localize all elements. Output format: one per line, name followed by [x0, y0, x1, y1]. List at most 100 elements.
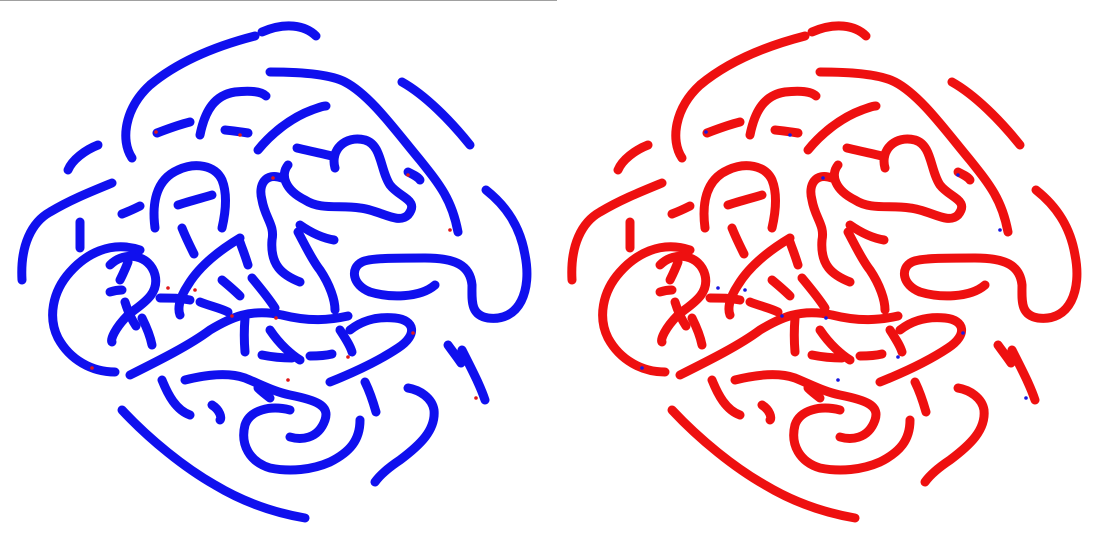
right-pattern-stroke-18: [845, 220, 889, 245]
right-pattern-stroke-37: [815, 325, 855, 365]
left-pattern-stroke-26: [115, 257, 133, 285]
right-labyrinth-pattern: [567, 21, 1082, 523]
right-pattern-stroke-36: [789, 313, 800, 357]
right-pattern-stroke-26: [665, 257, 683, 285]
right-pattern-stroke-17: [829, 134, 967, 223]
right-pattern-stroke-1: [807, 21, 871, 41]
right-pattern-stroke-10: [567, 178, 667, 285]
right-pattern-speckle-12: [716, 286, 720, 290]
left-pattern-stroke-7: [195, 86, 271, 140]
right-pattern-stroke-46: [757, 400, 776, 425]
left-pattern-speckle-6: [274, 316, 278, 320]
left-pattern-stroke-47: [253, 383, 275, 403]
left-pattern-stroke-21: [350, 185, 532, 323]
left-pattern-stroke-5: [63, 140, 103, 175]
right-pattern-stroke-49: [910, 377, 931, 417]
left-pattern-stroke-13: [149, 161, 230, 233]
left-pattern-stroke-25: [105, 251, 161, 347]
left-pattern-stroke-40: [335, 325, 357, 357]
right-pattern-speckle-9: [956, 173, 960, 177]
left-pattern-speckle-2: [238, 133, 242, 137]
left-pattern-stroke-51: [117, 405, 310, 523]
right-pattern-stroke-34: [767, 275, 795, 301]
left-pattern-speckle-4: [193, 288, 197, 292]
left-pattern-stroke-15: [177, 223, 199, 259]
right-pattern-stroke-12: [667, 201, 695, 219]
right-pattern-stroke-28: [598, 242, 695, 377]
left-labyrinth-pattern: [17, 21, 532, 523]
right-pattern-stroke-39: [855, 349, 887, 361]
right-pattern-stroke-4: [947, 77, 1025, 150]
right-pattern-stroke-21: [900, 185, 1082, 323]
right-pattern-stroke-41: [797, 273, 830, 313]
left-pattern-stroke-46: [207, 400, 226, 425]
right-pattern-stroke-2: [671, 31, 810, 163]
right-pattern-stroke-7: [745, 86, 821, 140]
right-pattern-speckle-7: [961, 331, 965, 335]
right-pattern-stroke-48: [789, 403, 915, 475]
right-pattern-stroke-43: [875, 313, 966, 387]
left-pattern-stroke-32: [155, 293, 195, 305]
left-pattern-speckle-7: [411, 331, 415, 335]
left-pattern-stroke-41: [247, 273, 280, 313]
left-pattern-speckle-9: [406, 173, 410, 177]
right-pattern-speckle-6: [824, 316, 828, 320]
right-pattern-stroke-24: [724, 233, 795, 320]
left-pattern-stroke-3: [265, 67, 463, 237]
left-pattern-speckle-5: [90, 366, 94, 370]
right-pattern-speckle-8: [896, 355, 900, 359]
right-pattern-stroke-8: [770, 125, 803, 138]
right-pattern-stroke-6: [702, 117, 745, 138]
right-pattern-stroke-31: [687, 313, 707, 350]
right-pattern-stroke-29: [675, 308, 903, 380]
right-pattern-speckle-2: [788, 133, 792, 137]
left-pattern-stroke-36: [239, 313, 250, 357]
right-pattern-speckle-10: [836, 378, 840, 382]
right-pattern-stroke-13: [699, 161, 780, 233]
right-pattern-stroke-3: [815, 67, 1013, 237]
left-pattern-stroke-18: [295, 220, 339, 245]
right-pattern-speckle-13: [998, 228, 1002, 232]
right-pattern-stroke-51: [667, 405, 860, 523]
left-pattern-stroke-8: [220, 125, 253, 138]
right-pattern-stroke-23: [993, 340, 1016, 368]
right-pattern-stroke-5: [613, 140, 653, 175]
right-pattern-stroke-47: [803, 383, 825, 403]
left-pattern-stroke-6: [152, 117, 195, 138]
left-pattern-stroke-12: [117, 201, 145, 219]
left-pattern-speckle-1: [154, 130, 158, 134]
right-pattern-stroke-15: [727, 223, 749, 259]
left-pattern-stroke-35: [235, 237, 253, 270]
right-pattern-stroke-32: [705, 293, 745, 305]
right-pattern-speckle-1: [704, 130, 708, 134]
left-pattern-stroke-30: [120, 297, 141, 331]
left-pattern-stroke-4: [397, 77, 475, 150]
left-pattern-stroke-10: [17, 178, 117, 285]
right-pattern-stroke-45: [707, 375, 745, 420]
right-pattern-stroke-38: [807, 350, 847, 363]
left-pattern-stroke-20: [403, 167, 425, 185]
left-pattern-stroke-1: [257, 21, 321, 41]
right-pattern-stroke-50: [920, 383, 989, 487]
right-pattern-stroke-25: [655, 251, 711, 347]
right-panel: [550, 0, 1099, 539]
right-pattern-stroke-40: [885, 325, 907, 357]
left-pattern-speckle-3: [271, 176, 275, 180]
left-pattern-speckle-10: [286, 378, 290, 382]
left-pattern-stroke-23: [443, 340, 466, 368]
right-pattern-stroke-16: [842, 143, 887, 161]
right-pattern-stroke-9: [803, 101, 881, 155]
right-pattern-speckle-14: [1024, 396, 1028, 400]
right-pattern-stroke-27: [655, 285, 677, 297]
left-pattern-stroke-37: [265, 325, 305, 365]
left-pattern-stroke-14: [173, 190, 217, 210]
right-pattern-stroke-33: [745, 297, 783, 317]
left-pattern-speckle-8: [346, 355, 350, 359]
right-pattern-speckle-11: [780, 314, 784, 318]
left-pattern-speckle-14: [474, 396, 478, 400]
left-panel: [0, 0, 549, 539]
left-pattern-stroke-29: [125, 308, 353, 380]
left-pattern-speckle-11: [230, 314, 234, 318]
right-pattern-speckle-4: [743, 288, 747, 292]
